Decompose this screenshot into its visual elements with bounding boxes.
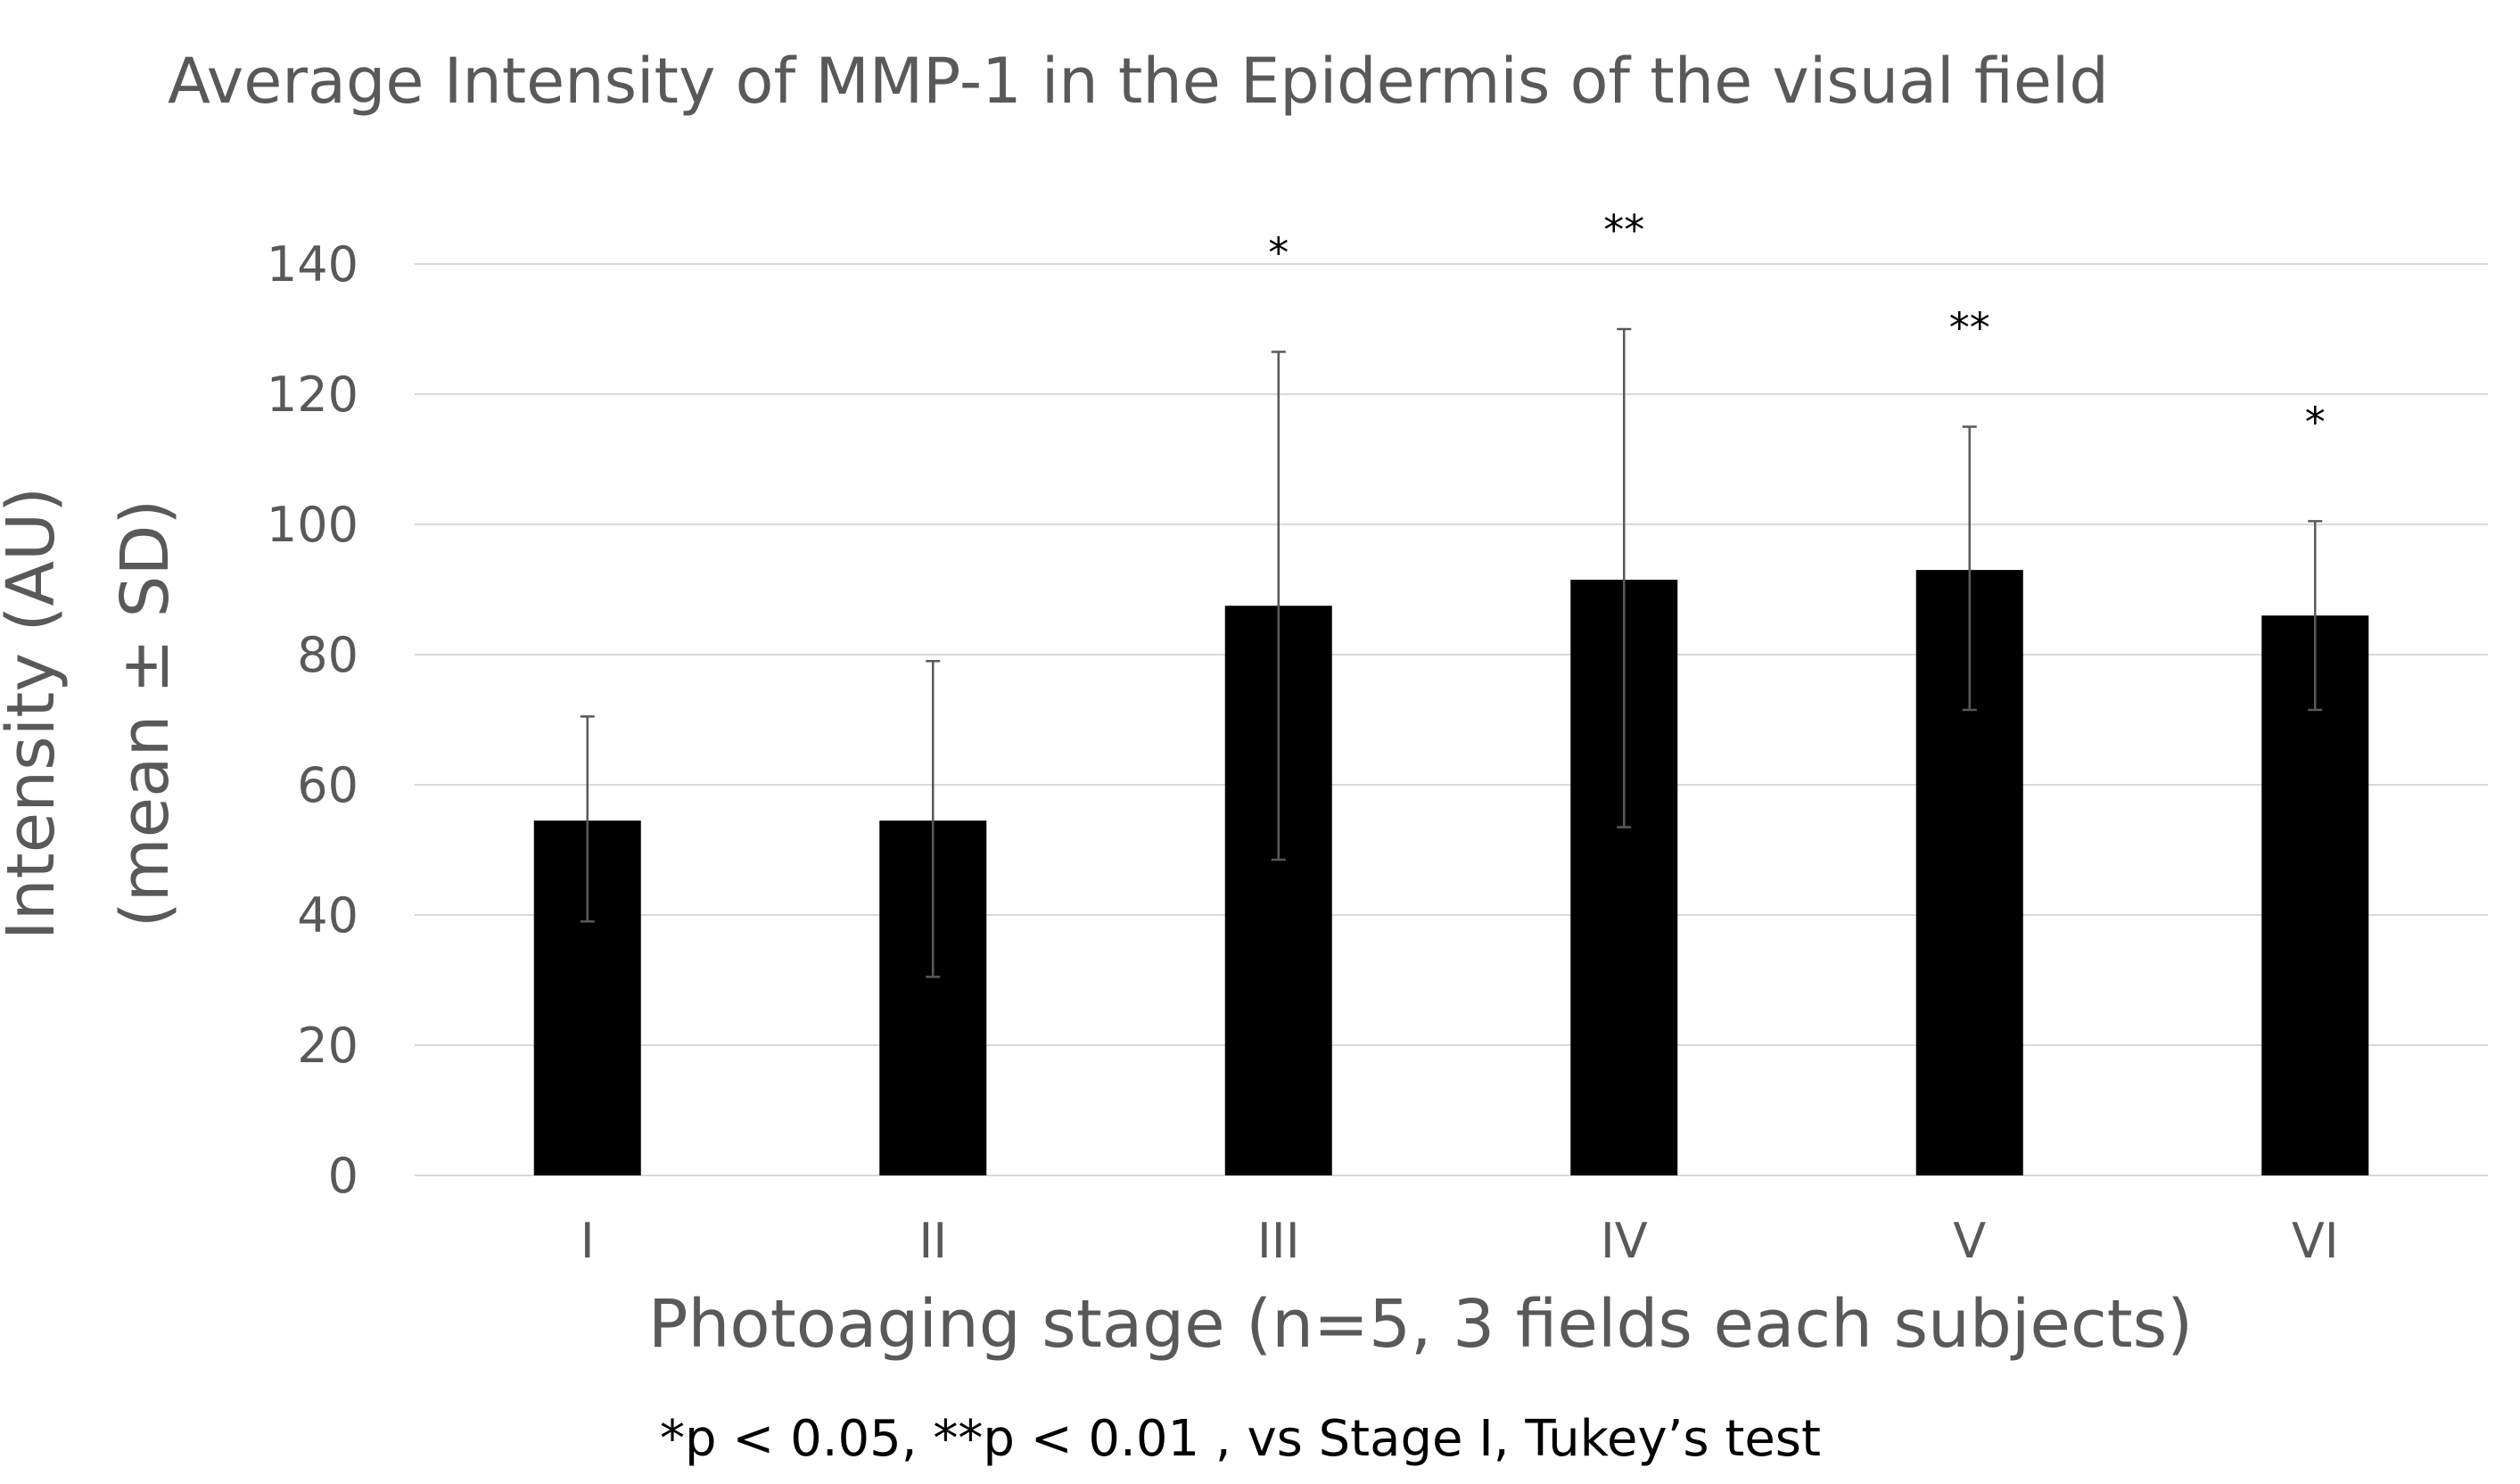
significance-markers: * ***** [1268, 206, 2326, 446]
y-axis-ticks: 0 20 40 60 80 100 120 140 [267, 236, 358, 1204]
x-axis-label: Photoaging stage (n=5, 3 fields each sub… [648, 1286, 2193, 1363]
y-tick-label: 60 [297, 757, 358, 813]
y-tick-label: 20 [297, 1018, 358, 1074]
x-tick-label: I [581, 1213, 595, 1269]
chart-title: Average Intensity of MMP-1 in the Epider… [168, 45, 2109, 118]
x-tick-label: II [918, 1213, 947, 1269]
significance-marker: ** [1603, 206, 1644, 254]
x-tick-label: V [1953, 1213, 1986, 1269]
y-tick-label: 120 [267, 367, 358, 423]
y-tick-label: 100 [267, 497, 358, 553]
y-axis-label-line2: (mean ± SD) [107, 499, 184, 928]
y-tick-label: 80 [297, 627, 358, 683]
footnote: *p < 0.05, **p < 0.01 , vs Stage I, Tuke… [660, 1410, 1821, 1468]
y-tick-label: 40 [297, 887, 358, 944]
x-tick-label: IV [1601, 1213, 1648, 1269]
bars [533, 570, 2369, 1175]
gridlines [415, 263, 2488, 1176]
y-tick-label: 0 [328, 1148, 358, 1204]
y-axis-label-line1: Intensity (AU) [0, 487, 70, 940]
y-tick-label: 140 [267, 236, 358, 293]
x-axis-ticks: I II III IV V VI [581, 1213, 2339, 1269]
x-tick-label: III [1257, 1213, 1300, 1269]
significance-marker: * [1268, 229, 1289, 277]
x-tick-label: VI [2292, 1213, 2339, 1269]
significance-marker: * [2305, 398, 2326, 446]
significance-marker: ** [1949, 304, 1990, 352]
error-bars [580, 327, 2323, 978]
